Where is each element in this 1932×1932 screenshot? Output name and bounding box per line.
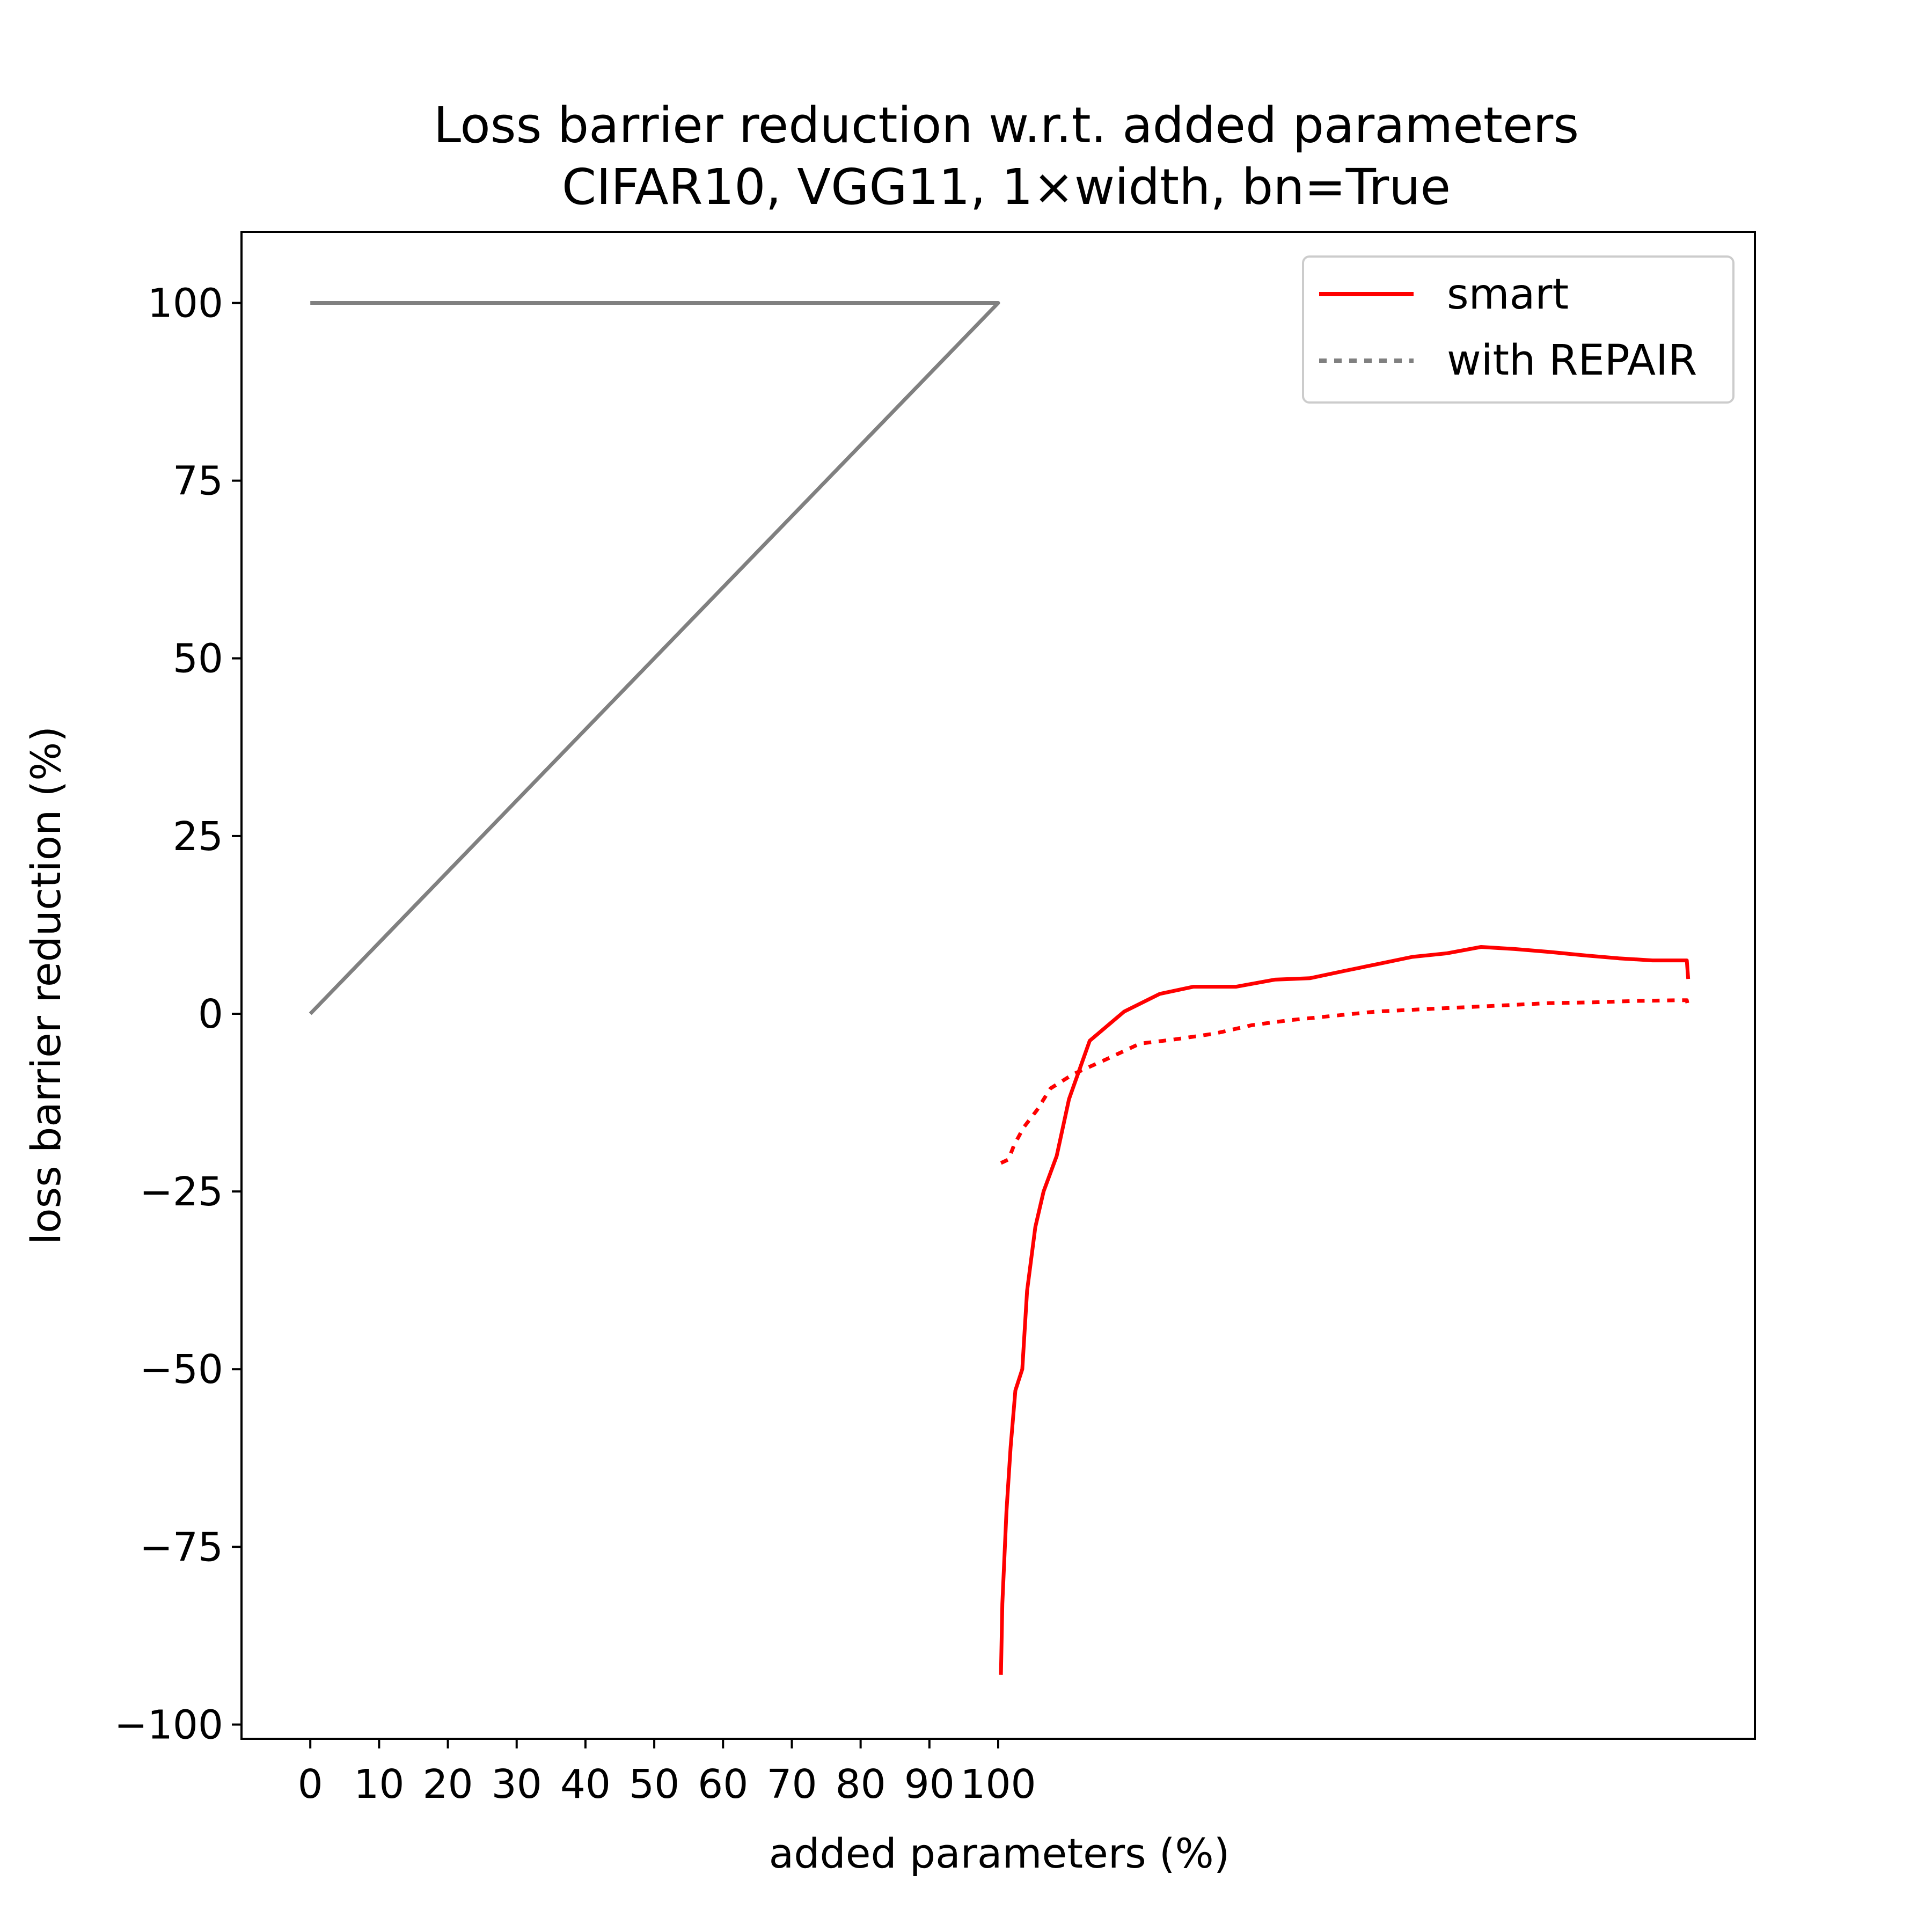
series-line-reference-0 (309, 301, 1000, 1015)
y-axis-label: loss barrier reduction (%) (22, 726, 70, 1245)
legend: smart with REPAIR (1302, 255, 1735, 404)
y-tick-label: 75 (173, 458, 223, 504)
x-tick-label: 40 (560, 1761, 611, 1807)
y-tick-label: −100 (114, 1702, 223, 1748)
chart-title: Loss barrier reduction w.r.t. added para… (434, 97, 1579, 154)
y-tick-label: 25 (173, 814, 223, 860)
y-axis: 100 75 50 25 0 −25 −50 −75 −100 (114, 280, 241, 1748)
y-tick-label: 100 (148, 280, 223, 326)
y-tick-label: −50 (140, 1346, 223, 1393)
series-line-with-repair (1000, 998, 1690, 1165)
x-tick-label: 30 (492, 1761, 542, 1807)
x-axis-label: added parameters (%) (769, 1829, 1230, 1877)
x-tick-label: 80 (836, 1761, 886, 1807)
axes-frame (240, 231, 1756, 1740)
x-tick-label: 0 (298, 1761, 323, 1807)
y-tick-label: 50 (173, 636, 223, 682)
x-tick-label: 70 (766, 1761, 817, 1807)
x-tick-label: 90 (904, 1761, 955, 1807)
chart-subtitle: CIFAR10, VGG11, 1×width, bn=True (562, 158, 1451, 216)
legend-label-smart: smart (1447, 270, 1569, 319)
plot-area (309, 301, 1690, 1675)
y-tick-label: −75 (140, 1524, 223, 1570)
x-tick-label: 20 (422, 1761, 473, 1807)
x-tick-label: 100 (960, 1761, 1036, 1807)
x-axis: 0 10 20 30 40 50 60 70 80 90 100 (298, 1739, 1036, 1807)
y-tick-label: −25 (140, 1169, 223, 1215)
y-tick-label: 0 (198, 991, 223, 1037)
x-tick-label: 50 (629, 1761, 679, 1807)
legend-label-with-repair: with REPAIR (1447, 336, 1697, 385)
series-line-smart (999, 945, 1690, 1675)
x-tick-label: 10 (354, 1761, 404, 1807)
x-tick-label: 60 (698, 1761, 748, 1807)
